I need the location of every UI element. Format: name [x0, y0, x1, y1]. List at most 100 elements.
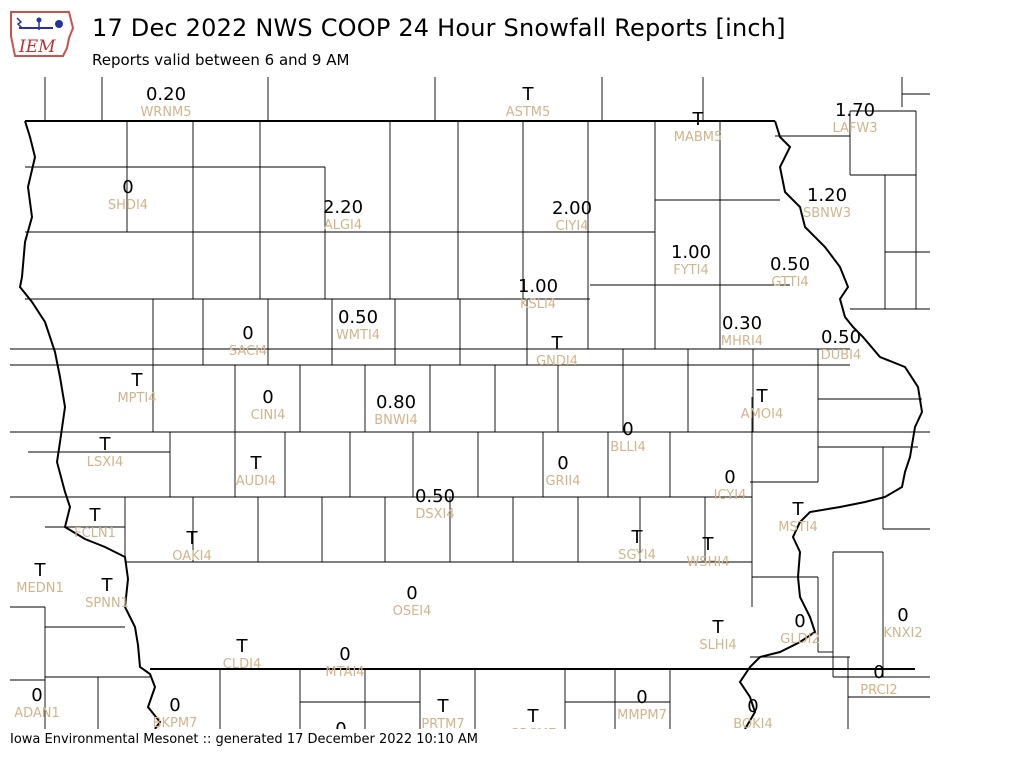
station-code: ASTM5 — [506, 105, 551, 120]
station-code: MEDN1 — [16, 581, 63, 596]
station-code: SPNN1 — [85, 596, 129, 611]
snowfall-value: 0 — [169, 695, 180, 716]
station-code: MSTI4 — [778, 520, 818, 535]
station-code: WSHI4 — [687, 555, 730, 570]
iem-logo: IEM — [9, 6, 75, 60]
station-code: ADAN1 — [14, 706, 60, 721]
station-code: WMTI4 — [336, 328, 380, 343]
snowfall-value: 0 — [724, 467, 735, 488]
station-code: GRCM7 — [509, 727, 556, 729]
snowfall-value: T — [522, 84, 535, 105]
snowfall-value: T — [437, 696, 450, 717]
snowfall-value: T — [712, 617, 725, 638]
map-title: 17 Dec 2022 NWS COOP 24 Hour Snowfall Re… — [92, 14, 786, 42]
station-code: PRTM7 — [421, 717, 464, 729]
snowfall-value: 0 — [747, 696, 758, 717]
iem-logo-text: IEM — [18, 37, 56, 57]
snowfall-value: T — [702, 534, 715, 555]
station-code: SBNW3 — [803, 206, 851, 221]
station-code: MABM5 — [674, 130, 723, 145]
station-code: SGYI4 — [618, 548, 656, 563]
snowfall-value: 0 — [262, 387, 273, 408]
station-code: OSEI4 — [393, 604, 432, 619]
station-code: GRII4 — [545, 474, 580, 489]
snowfall-value: T — [89, 505, 102, 526]
snowfall-value: 0 — [406, 583, 417, 604]
station-code: KNXI2 — [883, 626, 922, 641]
snowfall-value: T — [250, 453, 263, 474]
station-code: DSXI4 — [415, 507, 454, 522]
snowfall-value: 2.20 — [323, 197, 363, 218]
station-code: MHRI4 — [721, 334, 763, 349]
snowfall-value: 0.50 — [821, 327, 861, 348]
station-code: FYTI4 — [673, 263, 708, 278]
snowfall-value: 0 — [873, 662, 884, 683]
station-code: DUBI4 — [821, 348, 862, 363]
station-code: OAKI4 — [172, 549, 212, 564]
snowfall-value: 1.70 — [835, 100, 875, 121]
snowfall-value: 0 — [31, 685, 42, 706]
station-code: SLHI4 — [699, 638, 736, 653]
snowfall-value: 0.30 — [722, 313, 762, 334]
snowfall-value: 0 — [897, 605, 908, 626]
station-code: CLDI4 — [223, 657, 261, 672]
station-code: WRNM5 — [140, 105, 191, 120]
snowfall-value: 0 — [335, 719, 346, 729]
snowfall-value: T — [99, 434, 112, 455]
snowfall-value: T — [527, 706, 540, 727]
station-code: CINI4 — [251, 408, 286, 423]
snowfall-value: 1.00 — [671, 242, 711, 263]
snowfall-value: 0.50 — [770, 254, 810, 275]
snowfall-value: 0 — [242, 323, 253, 344]
snowfall-value: T — [692, 109, 705, 130]
snowfall-value: 2.00 — [552, 198, 592, 219]
snowfall-value: 0 — [122, 177, 133, 198]
station-code: LAFW3 — [832, 121, 877, 136]
snowfall-map: 0.20 WRNM5 T ASTM5 T MABM5 1.70 LAFW3 0 SHDI4 2.20… — [10, 77, 930, 729]
station-code: GTTI4 — [771, 275, 808, 290]
snowfall-value: T — [631, 527, 644, 548]
snowfall-value: 0 — [794, 611, 805, 632]
station-code: CIYI4 — [556, 219, 589, 234]
snowfall-value: 0.20 — [146, 84, 186, 105]
station-code: LSXI4 — [87, 455, 124, 470]
station-code: GLDI2 — [780, 632, 819, 647]
station-report: 0 — [335, 719, 346, 729]
snowfall-value: T — [236, 636, 249, 657]
station-code: AMOI4 — [741, 407, 783, 422]
